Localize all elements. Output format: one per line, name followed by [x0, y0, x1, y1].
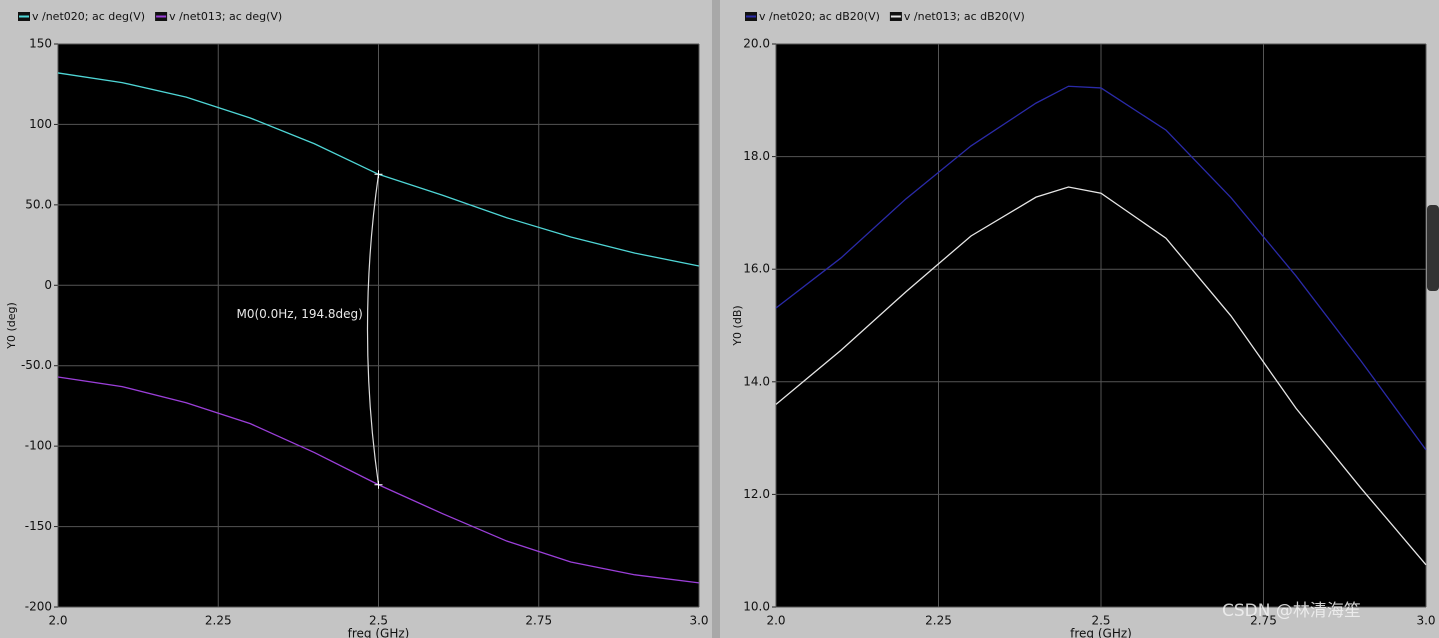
marker-cross	[374, 480, 383, 489]
series-line	[775, 85, 1427, 451]
y-tick-label: 14.0	[743, 374, 770, 388]
y-tick-label: 20.0	[743, 37, 770, 51]
x-axis-label: freq (GHz)	[1070, 627, 1132, 638]
y-tick-label: -100	[25, 439, 52, 453]
x-tick-label: 2.75	[525, 614, 552, 628]
y-tick-label: 100	[29, 117, 52, 131]
y-tick-label: 150	[29, 37, 52, 51]
y-tick-label: -50.0	[21, 358, 52, 372]
legend-label: v /net013; ac deg(V)	[169, 10, 282, 23]
y-axis-label: Y0 (deg)	[5, 302, 18, 350]
side-tab[interactable]	[1427, 205, 1439, 291]
x-tick-label: 3.0	[1416, 614, 1435, 628]
x-tick-label: 2.75	[1250, 614, 1277, 628]
legend-label: v /net020; ac deg(V)	[32, 10, 145, 23]
splitter[interactable]	[712, 0, 720, 638]
x-tick-label: 2.25	[205, 614, 232, 628]
y-tick-label: 18.0	[743, 149, 770, 163]
x-axis-label: freq (GHz)	[348, 627, 410, 638]
legend-label: v /net013; ac dB20(V)	[904, 10, 1025, 23]
x-tick-label: 2.25	[925, 614, 952, 628]
watermark: CSDN @林清海笙	[1222, 601, 1361, 621]
x-tick-label: 2.5	[369, 614, 388, 628]
y-tick-label: 12.0	[743, 487, 770, 501]
y-tick-label: 50.0	[25, 197, 52, 211]
marker-cross	[374, 170, 383, 179]
y-tick-label: -200	[25, 600, 52, 614]
y-tick-label: -150	[25, 519, 52, 533]
x-tick-label: 2.0	[766, 614, 785, 628]
y-tick-label: 10.0	[743, 600, 770, 614]
series-line	[775, 186, 1427, 566]
x-tick-label: 2.0	[48, 614, 67, 628]
x-tick-label: 2.5	[1091, 614, 1110, 628]
y-tick-label: 16.0	[743, 262, 770, 276]
marker-annotation: M0(0.0Hz, 194.8deg)	[237, 307, 363, 321]
x-tick-label: 3.0	[689, 614, 708, 628]
legend-label: v /net020; ac dB20(V)	[759, 10, 880, 23]
y-tick-label: 0	[44, 278, 52, 292]
y-axis-label: Y0 (dB)	[731, 305, 744, 346]
marker-line	[366, 174, 380, 485]
